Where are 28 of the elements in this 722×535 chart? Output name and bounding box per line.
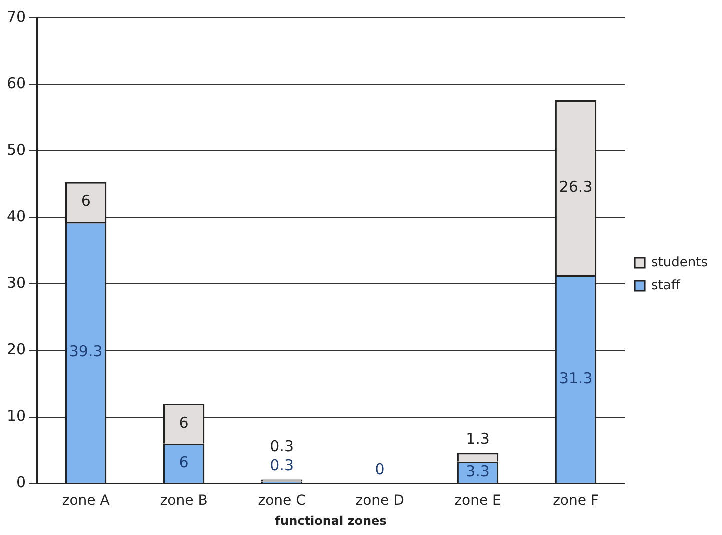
y-tick-label: 70: [6, 8, 26, 26]
data-label: 6: [81, 192, 91, 210]
y-tick-label: 0: [16, 474, 26, 492]
data-label: 0: [375, 460, 385, 479]
x-tick-label: zone E: [454, 492, 502, 509]
y-tick-label: 50: [6, 140, 26, 159]
x-axis-title: functional zones: [275, 514, 387, 528]
x-tick-label: zone B: [160, 492, 208, 509]
legend-label: students: [652, 255, 708, 270]
x-tick-label: zone D: [356, 492, 404, 509]
legend-label: staff: [652, 278, 682, 294]
data-label: 31.3: [559, 369, 593, 388]
data-label: 26.3: [559, 178, 593, 196]
data-label: 39.3: [69, 342, 103, 361]
y-tick-label: 10: [6, 407, 26, 426]
x-tick-label: zone A: [62, 492, 110, 509]
data-label: 1.3: [466, 430, 490, 448]
x-tick-label: zone F: [553, 492, 599, 509]
y-tick-label: 40: [6, 208, 26, 226]
x-tick-label: zone C: [258, 492, 306, 509]
y-tick-label: 30: [6, 274, 26, 292]
data-label: 6: [179, 453, 189, 472]
y-tick-label: 20: [6, 340, 26, 359]
data-label: 0.3: [270, 438, 294, 456]
data-label: 6: [179, 414, 189, 432]
data-label: 0.3: [270, 456, 294, 475]
y-tick-label: 60: [6, 74, 26, 92]
data-label: 3.3: [466, 462, 490, 480]
